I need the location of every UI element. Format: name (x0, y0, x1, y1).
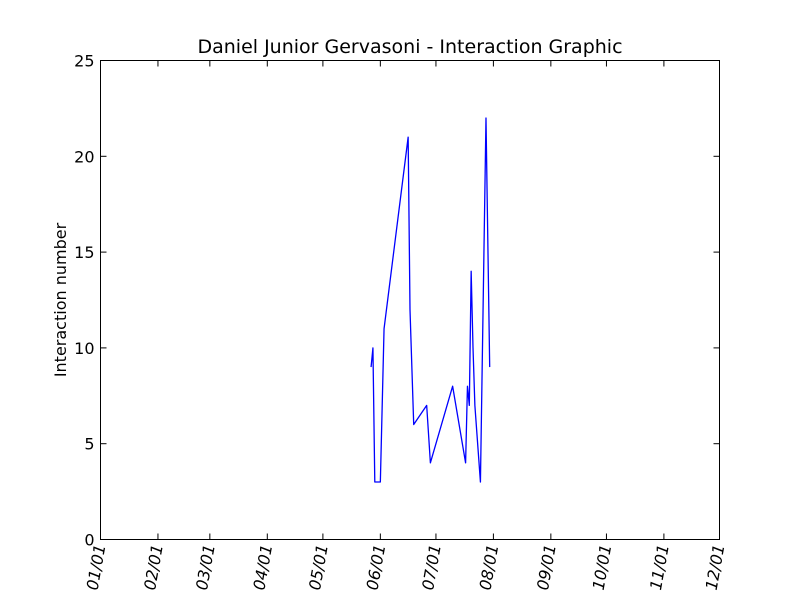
series-line-0 (370, 117, 491, 483)
x-tick-label: 07/01 (418, 543, 445, 592)
x-tick-label: 05/01 (305, 543, 332, 592)
x-tick-label: 11/01 (646, 543, 673, 592)
y-tick-label: 0 (84, 531, 94, 550)
x-tick-label: 02/01 (140, 543, 167, 592)
x-tick-label: 04/01 (250, 543, 277, 592)
plot-area (370, 117, 491, 483)
y-tick-label: 5 (84, 435, 94, 454)
x-tick-label: 06/01 (363, 543, 390, 592)
axis-ticks: 0 5 10 15 20 25 01/01 02/01 03/01 04/01 05/01 06/01… (74, 52, 728, 592)
y-tick-label: 25 (74, 52, 94, 71)
x-tick-label: 10/01 (589, 543, 616, 592)
y-tick-label: 15 (74, 243, 94, 262)
plot-frame (100, 60, 720, 540)
y-axis-label: Interaction number (51, 222, 70, 377)
y-tick-label: 10 (74, 339, 94, 358)
x-tick-label: 09/01 (533, 543, 560, 592)
x-tick-label: 08/01 (476, 543, 503, 592)
x-tick-label: 01/01 (83, 543, 110, 592)
chart-title: Daniel Junior Gervasoni - Interaction Gr… (197, 36, 622, 58)
y-tick-label: 20 (74, 147, 94, 166)
x-tick-label: 03/01 (192, 543, 219, 592)
x-tick-label: 12/01 (702, 543, 729, 592)
